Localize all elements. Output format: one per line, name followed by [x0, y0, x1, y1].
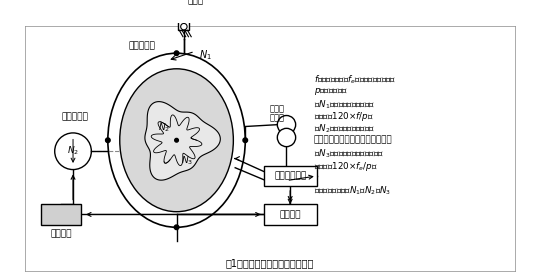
Circle shape	[175, 138, 178, 142]
Text: 励磁用: 励磁用	[270, 105, 285, 114]
Text: 第1図　可変速揚水発電システム: 第1図 可変速揚水発電システム	[226, 258, 314, 269]
Text: 励磁周波数制御　$N_1－N_2＝N_3$: 励磁周波数制御 $N_1－N_2＝N_3$	[314, 185, 391, 197]
Text: 変圧器: 変圧器	[270, 114, 285, 123]
Ellipse shape	[120, 69, 233, 212]
Text: $f$を系統周波数，$f_e$を励磁電流周波数、: $f$を系統周波数，$f_e$を励磁電流周波数、	[314, 73, 396, 86]
Text: $N_1$：系統周波数同期速度: $N_1$：系統周波数同期速度	[314, 98, 375, 111]
Text: 二次励磁装置: 二次励磁装置	[274, 172, 306, 181]
Bar	[178, 14, 190, 30]
Circle shape	[278, 128, 296, 147]
Circle shape	[181, 24, 187, 30]
Text: $N_2$：ポンプ水車回転速度: $N_2$：ポンプ水車回転速度	[314, 123, 375, 135]
Text: 系統へ: 系統へ	[187, 0, 204, 5]
Text: $N_3$：二次励磁周波数同期速度: $N_3$：二次励磁周波数同期速度	[314, 148, 384, 160]
Text: （＝120×$f_e$/$p$）: （＝120×$f_e$/$p$）	[314, 160, 378, 173]
Text: $N_2$: $N_2$	[158, 121, 170, 134]
Polygon shape	[145, 102, 220, 180]
Text: または発電電動機回転速度: または発電電動機回転速度	[314, 135, 393, 144]
Circle shape	[174, 51, 179, 56]
Text: 制御装置: 制御装置	[279, 210, 301, 219]
Circle shape	[174, 225, 179, 230]
Bar	[264, 204, 317, 224]
Bar	[264, 166, 317, 186]
Text: （＝120×$f$/$p$）: （＝120×$f$/$p$）	[314, 110, 374, 124]
Ellipse shape	[108, 53, 245, 227]
Text: 案内羽根: 案内羽根	[50, 229, 72, 238]
Text: 発電電動機: 発電電動機	[129, 41, 155, 50]
Circle shape	[181, 16, 187, 22]
Text: $N_2$: $N_2$	[67, 145, 79, 158]
Circle shape	[105, 138, 110, 142]
Text: $p$を極数として: $p$を極数として	[314, 86, 348, 97]
Bar	[41, 204, 82, 224]
Text: $N_3$: $N_3$	[181, 154, 194, 167]
Text: $N_1$: $N_1$	[199, 48, 212, 62]
Circle shape	[243, 138, 247, 142]
Circle shape	[278, 116, 296, 134]
Circle shape	[55, 133, 91, 170]
Text: ポンプ水車: ポンプ水車	[62, 112, 89, 121]
